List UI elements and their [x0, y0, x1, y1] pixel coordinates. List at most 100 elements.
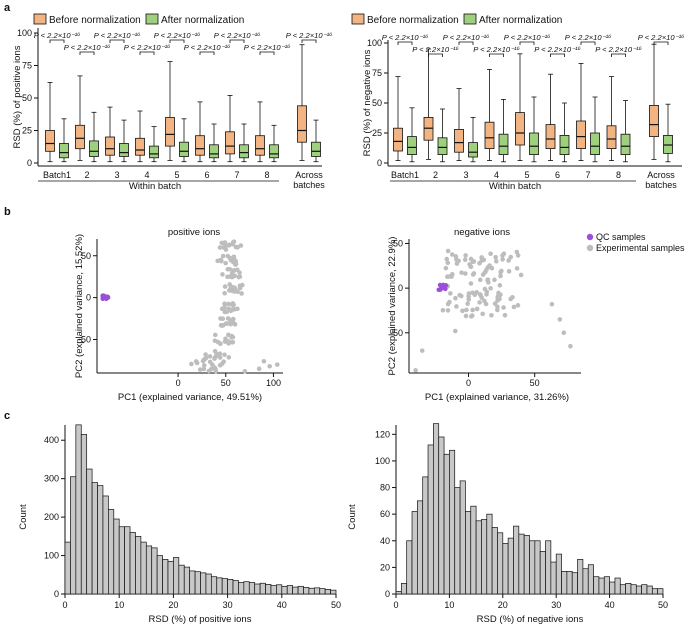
histogram-bar [227, 579, 234, 595]
y-tick-label: 25 [22, 126, 32, 136]
experimental-sample-point [492, 277, 497, 283]
x-tick-label: 50 [331, 600, 341, 610]
box [484, 121, 495, 149]
histogram-bar [238, 582, 245, 595]
histogram-bars [64, 424, 337, 595]
y-axis-label: PC2 (explained variance, 15.52%) [74, 234, 85, 378]
x-tick-label: 50 [221, 378, 231, 388]
experimental-sample-point [227, 282, 232, 287]
y-tick-label: -50 [390, 328, 403, 338]
experimental-sample-point [231, 302, 236, 308]
x-tick-label: Batch1 [391, 170, 419, 180]
histogram-bar [308, 587, 315, 595]
experimental-sample-point [212, 355, 218, 360]
experimental-sample-point [481, 257, 487, 263]
p-value-label: P < 2.2×10⁻¹⁶ [412, 45, 459, 54]
experimental-sample-point [549, 301, 555, 307]
y-tick-label: 20 [380, 562, 390, 572]
histogram-bar [281, 585, 288, 595]
box [119, 143, 129, 157]
legend: QC samples Experimental samples [586, 232, 685, 253]
experimental-sample-point [464, 307, 469, 313]
box [209, 144, 219, 159]
y-axis-label: RSD (%) of negative ions [362, 49, 373, 156]
histogram-bar [481, 519, 488, 595]
histogram-positive: 0 10 20 30 40 50 0 100 200 300 400 Count RSD (%) o… [18, 424, 341, 625]
experimental-sample-point [440, 307, 446, 313]
experimental-sample-point [495, 293, 501, 299]
experimental-sample-point [485, 277, 491, 282]
p-value-bracket [580, 41, 596, 45]
box [165, 117, 175, 147]
experimental-sample-point [226, 242, 232, 248]
histogram-bar [183, 566, 191, 595]
histogram-bar [319, 588, 326, 595]
experimental-sample-point [485, 265, 491, 270]
p-value-bracket [397, 41, 413, 45]
histogram-bar [124, 526, 131, 595]
histogram-bar [194, 571, 201, 595]
y-tick-label: 50 [81, 251, 91, 261]
experimental-sample-point [267, 364, 272, 369]
histogram-bar [97, 485, 104, 595]
experimental-sample-point [508, 296, 513, 302]
experimental-sample-point [444, 256, 450, 262]
histogram-bar [248, 582, 256, 595]
experimental-sample-point [483, 301, 489, 307]
experimental-sample-point [498, 273, 503, 279]
y-tick-label: 50 [22, 93, 32, 103]
histogram-bar [657, 588, 664, 595]
histogram-bar [205, 573, 212, 595]
experimental-sample-point [506, 258, 511, 263]
histogram-bar [593, 576, 600, 595]
p-value-bracket [79, 51, 95, 55]
p-value-label: P < 2.2×10⁻¹⁶ [382, 33, 429, 42]
box-chart-negative: Before normalization After normalization… [351, 13, 684, 192]
legend-swatch-before [351, 13, 365, 25]
experimental-sample-point [222, 339, 228, 344]
p-value-bracket [611, 53, 626, 57]
p-value-bracket [109, 39, 125, 43]
x-axis-label: Within batch [489, 181, 541, 192]
experimental-sample-point [189, 361, 194, 367]
box [225, 131, 235, 155]
experimental-sample-point [229, 288, 235, 293]
experimental-sample-point [462, 257, 468, 263]
histogram-bar [550, 561, 557, 595]
experimental-sample-point [468, 264, 473, 269]
p-value-label: P < 2.2×10⁻¹⁶ [34, 31, 81, 40]
histogram-bar [443, 453, 450, 595]
histogram-bar [102, 495, 109, 595]
histogram-bar [470, 505, 477, 595]
x-tick-label: 7 [585, 170, 590, 180]
experimental-sample-point [480, 272, 486, 277]
box [529, 132, 539, 156]
experimental-sample-point [489, 312, 494, 318]
histogram-bar [518, 533, 525, 595]
histogram-bar [635, 585, 642, 595]
x-tick-label: 6 [204, 170, 209, 180]
y-tick-label: 100 [367, 38, 382, 48]
histogram-bar [502, 543, 509, 595]
histogram-bar [491, 527, 498, 595]
experimental-sample-point [194, 360, 200, 366]
histogram-bar [151, 547, 158, 595]
p-value-label: P < 2.2×10⁻¹⁶ [595, 45, 642, 54]
histogram-bar [70, 476, 77, 595]
histogram-bar [254, 583, 261, 595]
qc-sample-point [443, 283, 449, 288]
box [620, 133, 631, 155]
experimental-sample-point [238, 243, 244, 248]
x-tick-label: 3 [463, 170, 468, 180]
experimental-sample-point [514, 266, 520, 271]
histogram-bar [582, 568, 589, 595]
box-chart-positive: Before normalization After normalization… [12, 13, 332, 192]
experimental-sample-point [489, 265, 495, 271]
experimental-sample-point [226, 355, 232, 360]
box [75, 124, 85, 150]
box [105, 136, 115, 156]
experimental-sample-point [470, 307, 475, 313]
histogram-bar [571, 572, 578, 595]
experimental-sample-point [459, 270, 464, 275]
